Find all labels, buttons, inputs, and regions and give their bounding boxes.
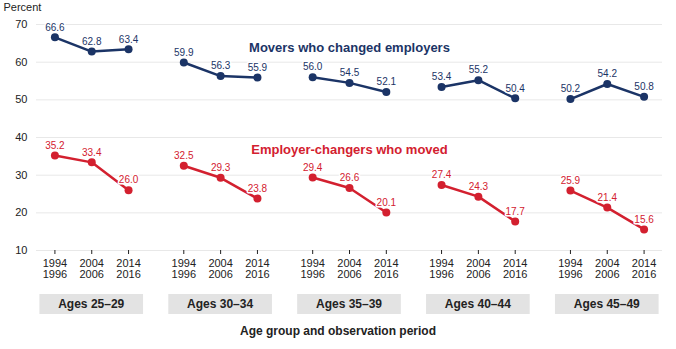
svg-text:56.0: 56.0: [303, 61, 323, 72]
svg-text:Ages 45–49: Ages 45–49: [574, 297, 640, 311]
svg-text:Percent: Percent: [4, 1, 42, 13]
svg-text:32.5: 32.5: [174, 150, 194, 161]
svg-text:70: 70: [15, 18, 27, 30]
svg-text:63.4: 63.4: [119, 34, 139, 45]
svg-text:Ages 40–44: Ages 40–44: [445, 297, 511, 311]
svg-text:25.9: 25.9: [561, 175, 581, 186]
svg-text:66.6: 66.6: [45, 22, 65, 33]
svg-text:54.2: 54.2: [598, 68, 618, 79]
svg-text:15.6: 15.6: [634, 214, 654, 225]
svg-text:50.4: 50.4: [505, 83, 525, 94]
svg-text:52.1: 52.1: [377, 76, 397, 87]
svg-text:20042006: 20042006: [595, 257, 619, 280]
svg-text:19941996: 19941996: [300, 257, 324, 280]
svg-text:Movers who changed employers: Movers who changed employers: [249, 40, 450, 55]
svg-text:56.3: 56.3: [211, 60, 231, 71]
svg-text:19941996: 19941996: [43, 257, 67, 280]
svg-text:17.7: 17.7: [505, 206, 525, 217]
svg-text:62.8: 62.8: [82, 36, 102, 47]
svg-text:20142016: 20142016: [632, 257, 656, 280]
svg-text:20: 20: [15, 206, 27, 218]
svg-text:Ages 35–39: Ages 35–39: [316, 297, 382, 311]
svg-text:29.4: 29.4: [303, 162, 323, 173]
svg-text:24.3: 24.3: [469, 181, 489, 192]
svg-text:19941996: 19941996: [172, 257, 196, 280]
svg-text:21.4: 21.4: [598, 192, 618, 203]
svg-text:20142016: 20142016: [116, 257, 140, 280]
svg-text:33.4: 33.4: [82, 147, 102, 158]
svg-text:55.2: 55.2: [469, 64, 489, 75]
svg-text:26.0: 26.0: [119, 174, 139, 185]
svg-text:60: 60: [15, 56, 27, 68]
svg-text:20042006: 20042006: [337, 257, 361, 280]
svg-text:29.3: 29.3: [211, 162, 231, 173]
svg-text:50: 50: [15, 93, 27, 105]
svg-text:Ages 30–34: Ages 30–34: [187, 297, 253, 311]
svg-text:35.2: 35.2: [45, 140, 65, 151]
svg-text:40: 40: [15, 131, 27, 143]
svg-text:50.8: 50.8: [634, 81, 654, 92]
svg-text:50.2: 50.2: [561, 83, 581, 94]
svg-text:54.5: 54.5: [340, 67, 360, 78]
svg-text:53.4: 53.4: [432, 71, 452, 82]
svg-text:Ages 25–29: Ages 25–29: [58, 297, 124, 311]
svg-text:20142016: 20142016: [503, 257, 527, 280]
svg-text:19941996: 19941996: [429, 257, 453, 280]
svg-text:19941996: 19941996: [558, 257, 582, 280]
svg-text:30: 30: [15, 169, 27, 181]
svg-text:26.6: 26.6: [340, 172, 360, 183]
svg-text:55.9: 55.9: [248, 62, 268, 73]
svg-text:20142016: 20142016: [245, 257, 269, 280]
html-text:Age group and observation peri: Age group and observation period: [240, 324, 436, 338]
svg-text:27.4: 27.4: [432, 169, 452, 180]
svg-text:20142016: 20142016: [374, 257, 398, 280]
svg-text:20042006: 20042006: [208, 257, 232, 280]
svg-text:20042006: 20042006: [466, 257, 490, 280]
svg-text:23.8: 23.8: [248, 183, 268, 194]
svg-text:10: 10: [15, 244, 27, 256]
svg-text:Employer-changers who moved: Employer-changers who moved: [251, 142, 448, 157]
svg-text:59.9: 59.9: [174, 47, 194, 58]
svg-text:20.1: 20.1: [377, 197, 397, 208]
svg-text:20042006: 20042006: [79, 257, 103, 280]
